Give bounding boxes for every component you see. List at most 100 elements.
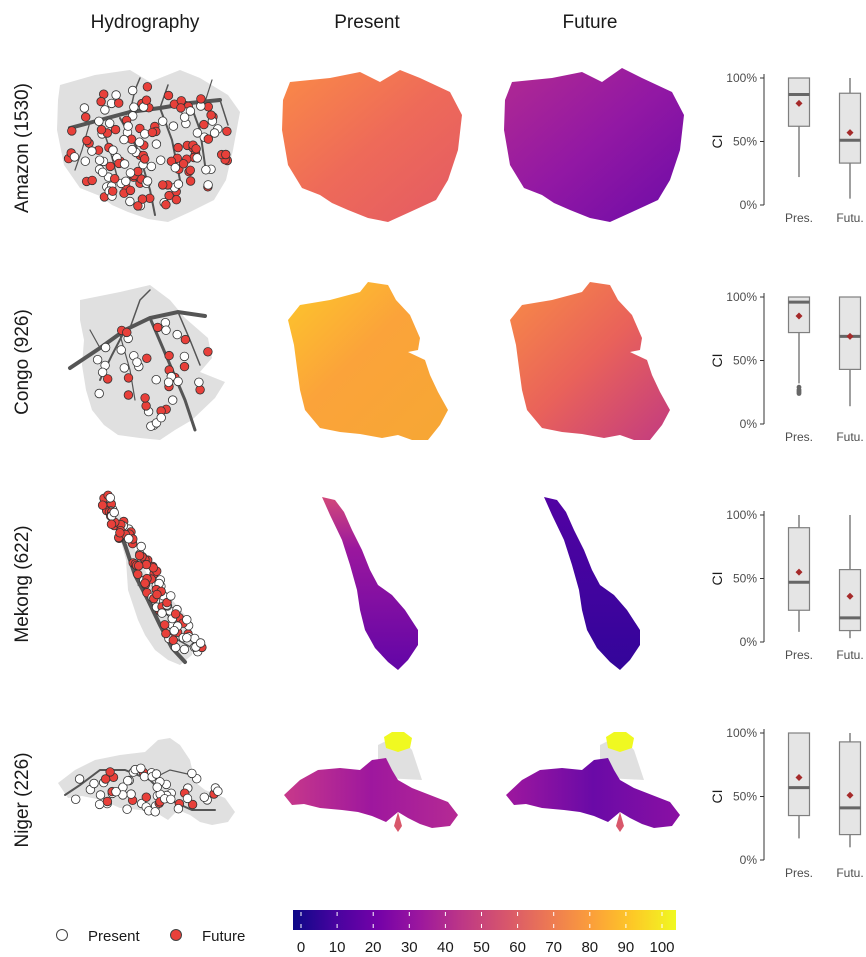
present-point (169, 626, 179, 636)
future-point (109, 173, 120, 184)
future-point (113, 98, 124, 108)
present-point (70, 794, 81, 805)
future-point (80, 112, 91, 122)
mekong-occurrence-points (97, 490, 207, 657)
future-point (178, 159, 189, 169)
future-legend-symbol (170, 929, 182, 941)
present-point (179, 351, 190, 362)
present-point (155, 155, 166, 165)
future-point (105, 161, 116, 172)
future-point (141, 401, 151, 411)
present-point (199, 792, 210, 803)
y-axis-label: CI (709, 135, 725, 149)
present-point (127, 144, 137, 155)
present-point (89, 778, 99, 789)
present-point (69, 152, 80, 162)
future-point (147, 127, 158, 138)
present-point (119, 134, 129, 145)
colorbar-tick-label: 30 (401, 939, 418, 956)
y-tick-label: 0% (740, 198, 758, 212)
future-point (100, 774, 111, 784)
box (838, 741, 862, 836)
present-point (127, 85, 138, 96)
y-tick-label: 50% (733, 572, 757, 586)
present-point (129, 102, 139, 112)
future-point (139, 154, 150, 164)
present-point (140, 129, 150, 139)
future-point (173, 142, 183, 153)
present-point (95, 790, 106, 800)
present-point (192, 153, 202, 163)
present-point (122, 804, 132, 814)
mean-marker (846, 129, 854, 137)
points-legend: Present Future (56, 928, 245, 945)
present-point (213, 786, 223, 796)
present-point (94, 388, 104, 399)
row-title-congo: Congo (926) (12, 309, 33, 415)
present-point (100, 105, 110, 115)
future-point (140, 578, 150, 588)
present-point (192, 128, 203, 138)
present-point (166, 794, 176, 805)
colorbar-tick-label: 80 (581, 939, 598, 956)
present-point (125, 168, 136, 178)
future-point (102, 796, 113, 807)
column-title-hydrography: Hydrography (91, 12, 200, 33)
x-tick-label: Futu. (836, 866, 863, 880)
present-point (157, 608, 167, 618)
colorbar: 0 10 20 30 40 50 60 70 80 90 100 (293, 910, 676, 956)
present-point (94, 799, 105, 810)
y-tick-label: 100% (726, 290, 757, 304)
congo-occurrence-points (92, 318, 213, 431)
future-point (157, 180, 168, 190)
future-point (87, 175, 97, 186)
future-point (164, 190, 174, 201)
future-point (164, 350, 174, 361)
colorbar-tick-label: 20 (365, 939, 382, 956)
present-point (132, 357, 142, 367)
niger-occurrence-points (70, 763, 223, 817)
present-point (182, 615, 192, 625)
x-tick-label: Pres. (785, 211, 813, 225)
y-axis-label: CI (709, 790, 725, 804)
mean-marker (846, 592, 854, 600)
niger-future-map (506, 732, 680, 832)
x-tick-label: Pres. (785, 866, 813, 880)
congo-ci-boxplot: 0% 50% 100% CI Pres. Futu. (709, 290, 864, 444)
box (838, 569, 862, 632)
future-point (141, 792, 152, 802)
present-point (108, 145, 118, 155)
present-point (151, 769, 162, 779)
future-point (222, 126, 232, 137)
future-point (134, 550, 145, 561)
amazon-ci-boxplot: 0% 50% 100% CI Pres. Futu. (709, 71, 864, 225)
colorbar-tick-label: 40 (437, 939, 454, 956)
present-point (121, 176, 131, 187)
future-point (96, 124, 107, 135)
congo-present-map (288, 282, 448, 440)
future-point (171, 194, 182, 205)
mekong-future-map (544, 497, 640, 670)
y-tick-label: 50% (733, 135, 757, 149)
present-point (92, 355, 103, 365)
y-tick-label: 100% (726, 726, 757, 740)
niger-ci-boxplot: 0% 50% 100% CI Pres. Futu. (709, 726, 864, 880)
present-point (173, 804, 184, 814)
x-tick-label: Futu. (836, 648, 863, 662)
amazon-occurrence-points (63, 82, 233, 211)
future-point (170, 609, 181, 619)
future-point (133, 561, 144, 571)
present-point (150, 807, 160, 817)
present-point (166, 591, 176, 601)
mean-marker (795, 568, 803, 576)
future-point (191, 144, 201, 154)
future-point (163, 90, 174, 101)
present-point (100, 342, 111, 353)
future-point (185, 165, 196, 176)
present-point (194, 377, 204, 388)
future-point (106, 519, 117, 529)
colorbar-tick-label: 100 (649, 939, 674, 956)
future-point (142, 353, 152, 364)
future-point (185, 176, 196, 186)
future-point (180, 334, 191, 345)
